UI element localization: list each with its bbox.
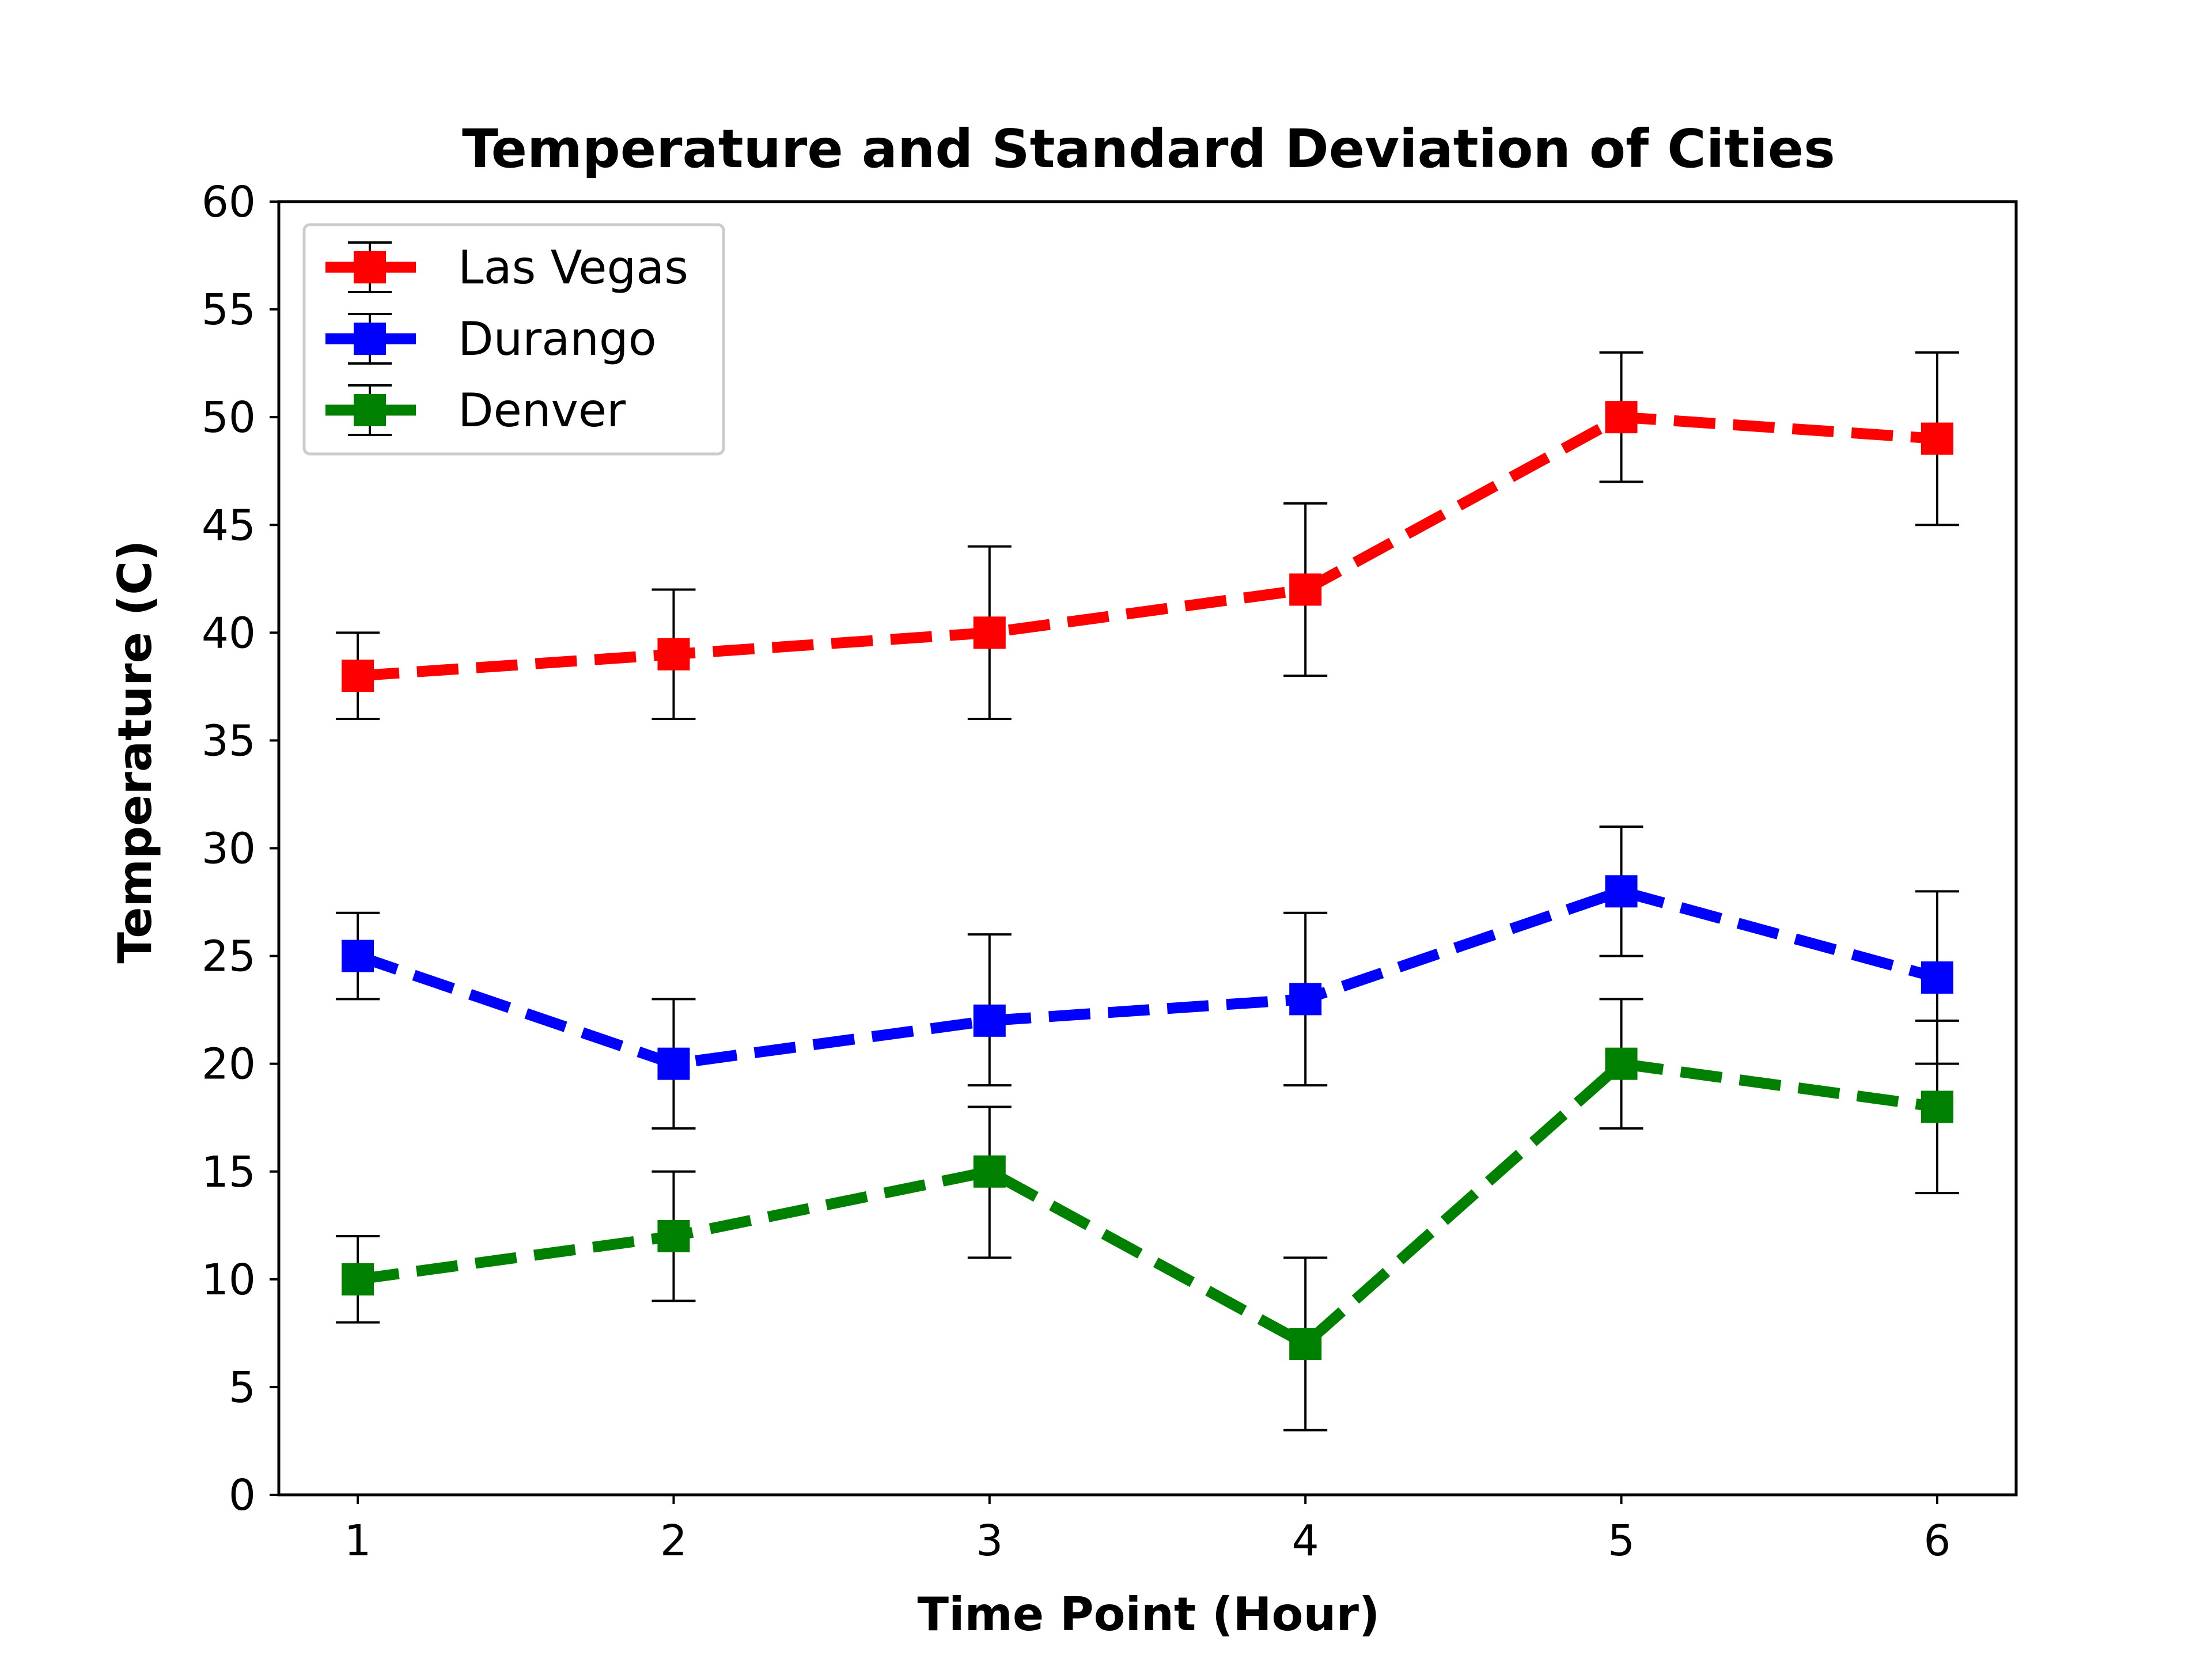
chart-title: Temperature and Standard Deviation of Ci… [462,118,1835,180]
data-point-denver [1289,1328,1322,1361]
x-tick-label: 2 [660,1516,687,1566]
y-tick-label: 40 [202,608,256,658]
data-point-durango [657,1047,690,1080]
y-tick-label: 20 [202,1040,256,1089]
x-tick-label: 1 [344,1516,372,1566]
x-tick-label: 4 [1292,1516,1319,1566]
legend: Las Vegas Durango Denver [302,223,725,456]
legend-label: Durango [458,312,657,366]
data-point-durango [342,940,374,972]
x-tick-label: 6 [1923,1516,1950,1566]
y-tick-label: 15 [202,1147,256,1197]
data-point-durango [1605,875,1638,908]
y-axis-ticks: 0 5 10 15 20 25 30 35 40 45 50 55 60 [202,177,279,1520]
data-point-denver [1921,1090,1953,1123]
data-point-denver [342,1263,374,1296]
x-axis-label: Time Point (Hour) [918,1588,1380,1641]
x-tick-label: 3 [976,1516,1003,1566]
y-tick-label: 50 [202,393,256,442]
y-tick-label: 60 [202,177,256,227]
y-tick-label: 25 [202,932,256,982]
data-point-durango [973,1004,1006,1037]
y-tick-label: 30 [202,824,256,874]
legend-marker [354,323,386,355]
y-axis-label: Temperature (C) [108,540,162,963]
x-tick-label: 5 [1608,1516,1635,1566]
data-point-las-vegas [1289,573,1322,606]
legend-marker [354,251,386,283]
y-tick-label: 45 [202,501,256,550]
series-line-las-vegas [357,411,1938,681]
y-tick-label: 10 [202,1255,256,1305]
data-point-las-vegas [1921,422,1953,455]
legend-box [302,223,725,456]
data-point-durango [1289,983,1322,1016]
legend-item-durango: Durango [325,312,657,366]
legend-item-denver: Denver [325,384,626,437]
data-point-denver [1605,1047,1638,1080]
y-tick-label: 5 [229,1363,256,1412]
data-point-las-vegas [1605,401,1638,434]
data-point-denver [657,1220,690,1252]
legend-item-las-vegas: Las Vegas [325,241,688,294]
x-axis-ticks: 1 2 3 4 5 6 [344,1495,1950,1566]
y-tick-label: 55 [202,285,256,335]
data-point-durango [1921,961,1953,994]
errorbars-denver [336,998,1959,1431]
legend-label: Las Vegas [458,241,688,294]
plot-content [336,351,1959,1431]
data-point-las-vegas [973,616,1006,649]
data-point-las-vegas [342,660,374,692]
series-line-durango [356,885,1939,1070]
legend-marker [354,394,386,426]
legend-label: Denver [458,384,626,437]
y-tick-label: 0 [229,1471,256,1520]
data-point-denver [973,1155,1006,1188]
data-point-las-vegas [657,638,690,671]
series-line-denver [357,1058,1938,1350]
y-tick-label: 35 [202,716,256,766]
